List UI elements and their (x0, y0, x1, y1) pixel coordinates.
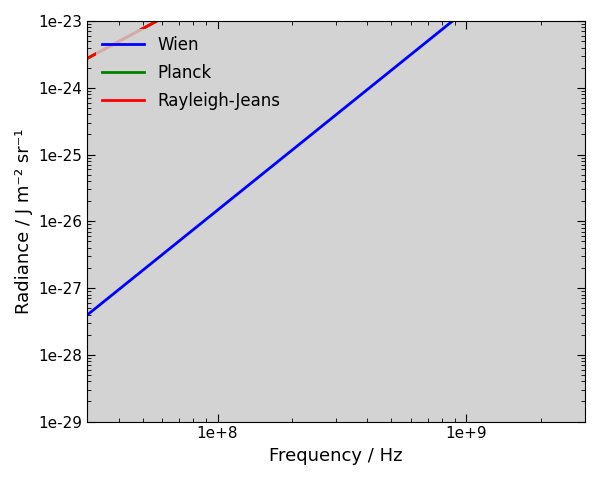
Line: Wien: Wien (44, 0, 600, 350)
Wien (268, 164, 275, 169)
X-axis label: Frequency / Hz: Frequency / Hz (269, 447, 403, 465)
Wien (40, 347, 47, 353)
Legend: Wien, Planck, Rayleigh-Jeans: Wien, Planck, Rayleigh-Jeans (96, 29, 287, 117)
Planck (40, 79, 47, 84)
Wien (428, 35, 435, 41)
Rayleigh-Jeans (148, 21, 155, 26)
Y-axis label: Radiance / J m⁻² sr⁻¹: Radiance / J m⁻² sr⁻¹ (15, 129, 33, 314)
Rayleigh-Jeans (40, 79, 47, 84)
Line: Rayleigh-Jeans: Rayleigh-Jeans (44, 0, 600, 82)
Planck (148, 21, 155, 26)
Line: Planck: Planck (44, 0, 600, 82)
Wien (398, 59, 405, 65)
Wien (148, 260, 155, 266)
